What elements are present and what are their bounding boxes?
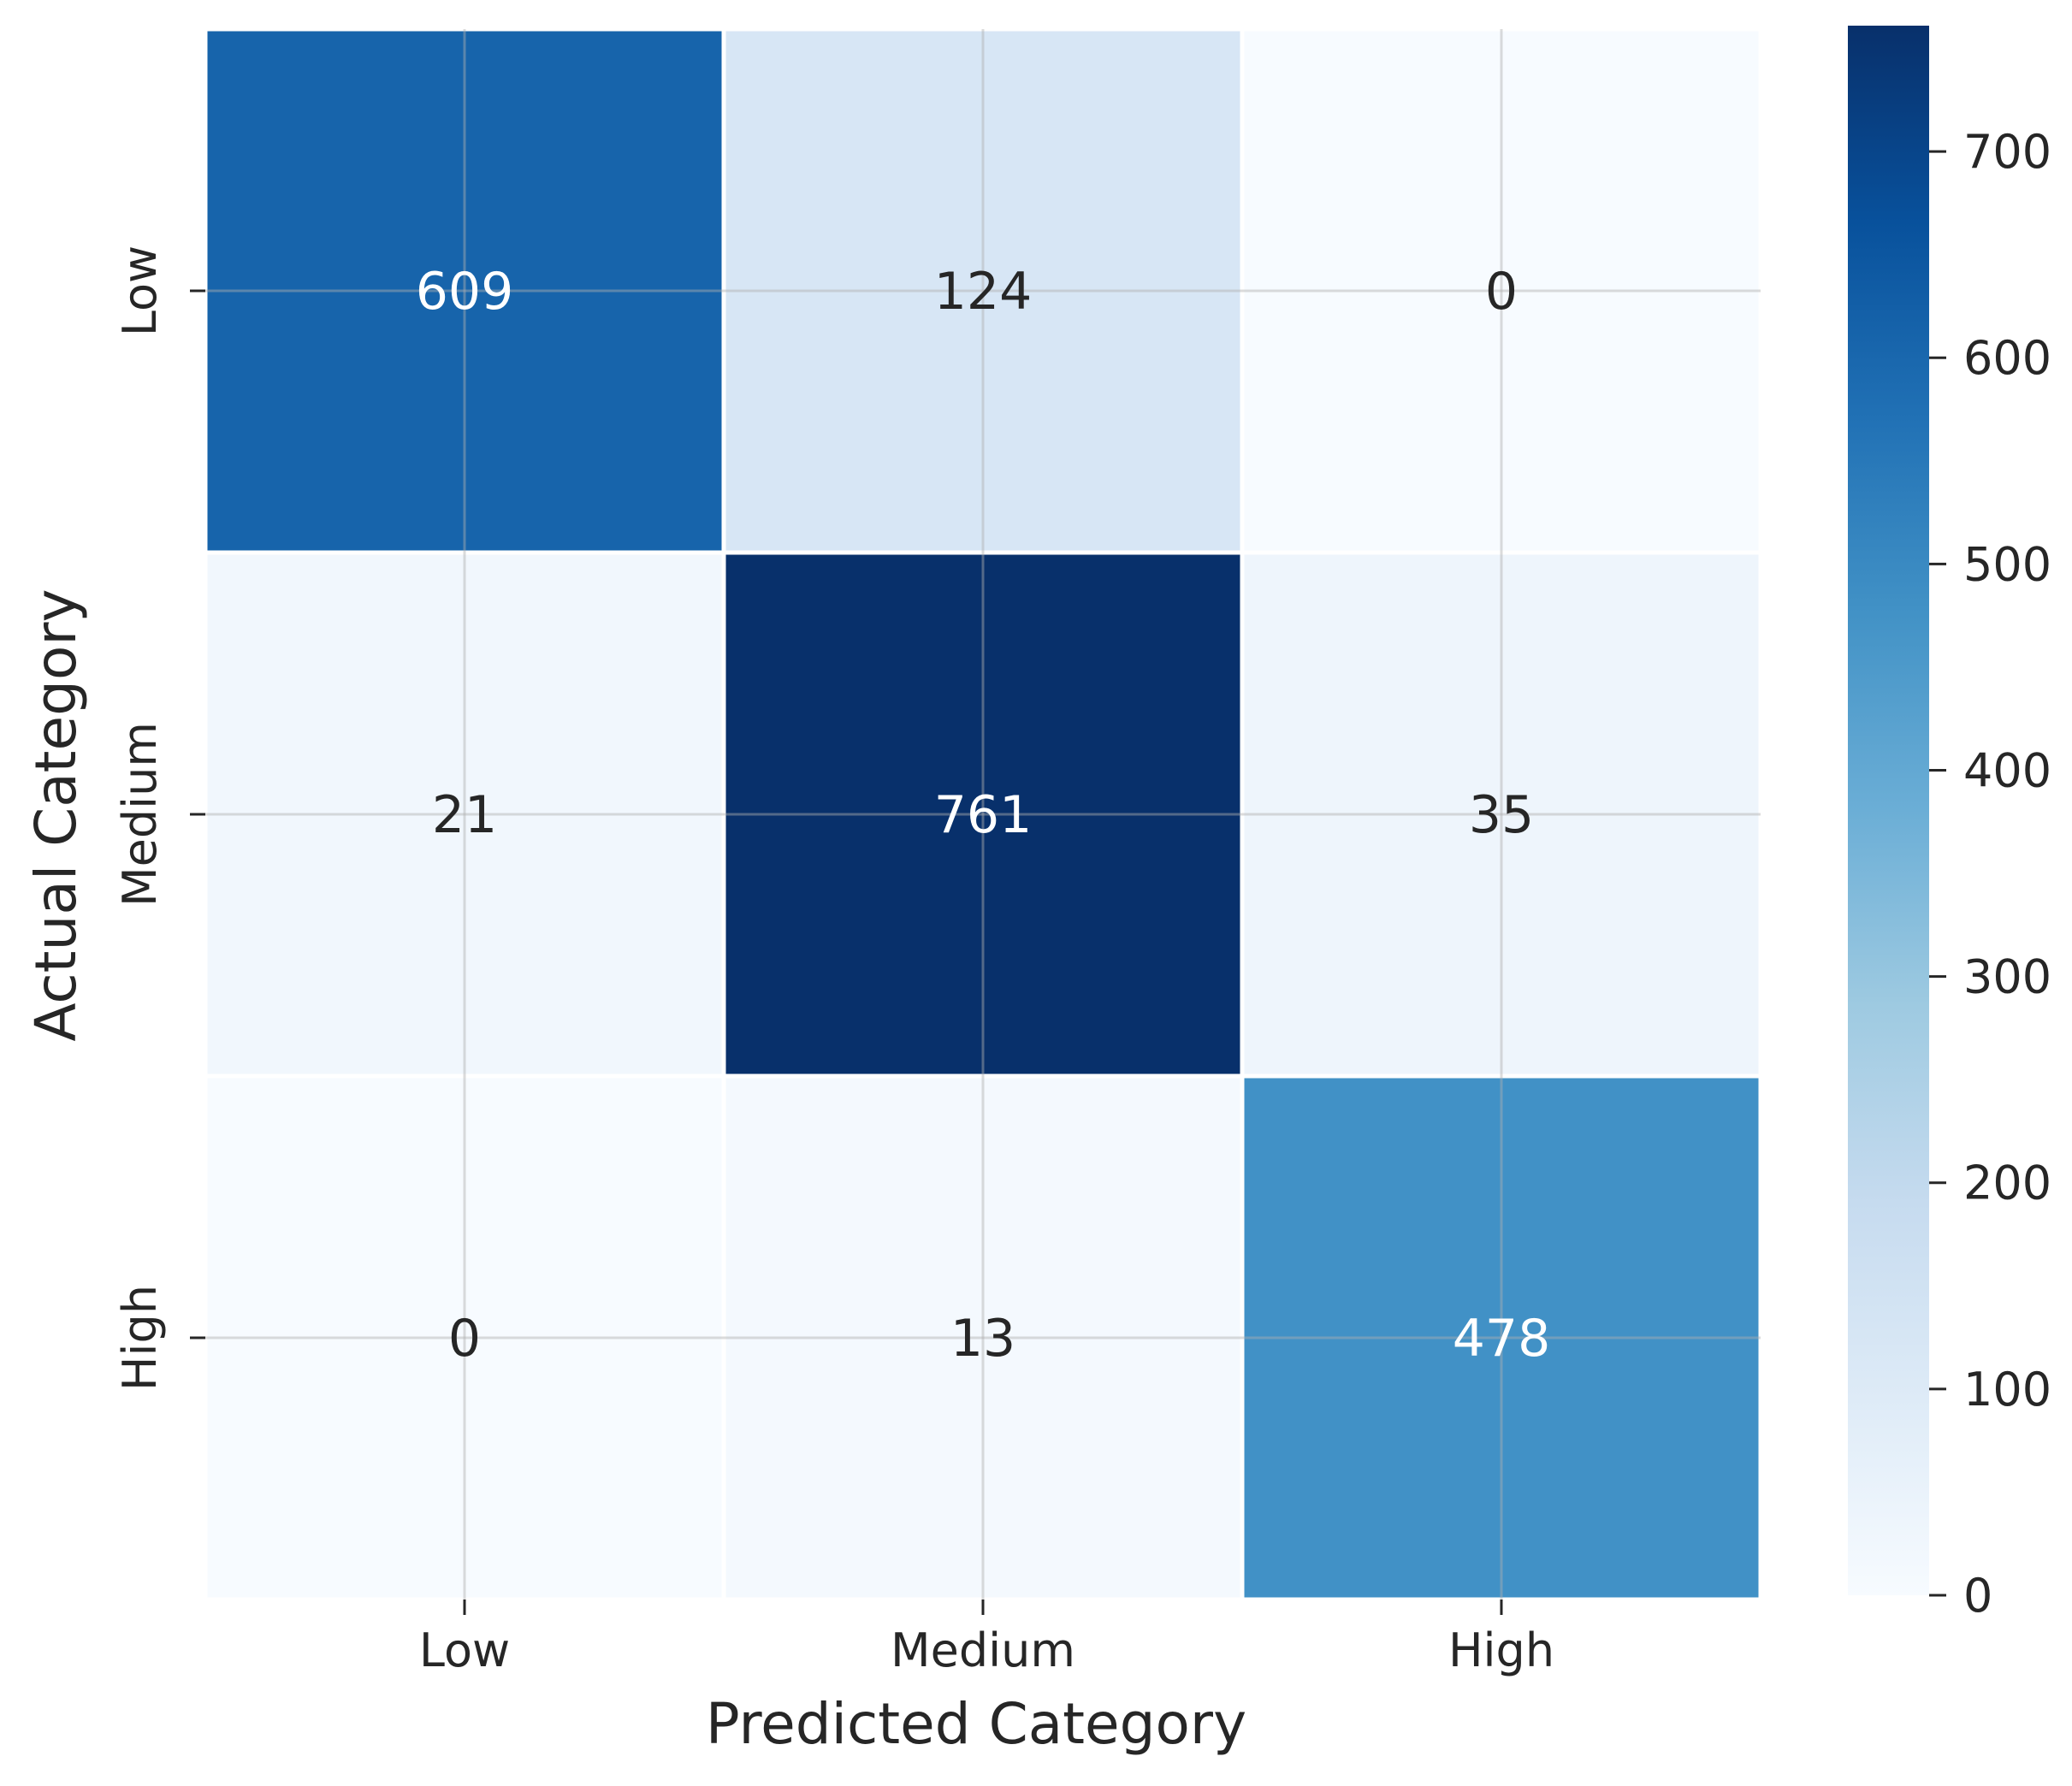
colorbar-tick-label: 300 — [1963, 950, 2051, 1004]
cell-value-label: 0 — [1485, 262, 1518, 322]
y-tick-label: Medium — [113, 722, 167, 907]
heatmap-cell — [721, 27, 1245, 555]
colorbar-tick-label: 0 — [1963, 1569, 1992, 1623]
heatmap-cell — [1240, 27, 1763, 555]
cell-value-labels: 609 124 0 21 761 35 0 13 478 — [416, 262, 1551, 1369]
colorbar — [1848, 26, 1929, 1595]
heatmap-cells — [203, 27, 1763, 1602]
colorbar-ticks: 0 100 200 300 400 500 600 700 — [1929, 125, 2051, 1623]
y-axis-ticks: Low Medium High — [113, 245, 205, 1391]
cell-value-label: 761 — [934, 785, 1033, 845]
cell-value-label: 13 — [950, 1309, 1015, 1369]
y-axis-title: Actual Category — [23, 588, 89, 1041]
heatmap-cell — [1240, 550, 1763, 1079]
cell-value-label: 124 — [934, 262, 1033, 322]
colorbar-tick-label: 600 — [1963, 331, 2051, 385]
colorbar-tick-label: 500 — [1963, 537, 2051, 591]
cell-value-label: 609 — [416, 262, 514, 322]
colorbar-tick-label: 200 — [1963, 1156, 2051, 1210]
cell-value-label: 21 — [432, 785, 497, 845]
y-tick-label: Low — [113, 245, 167, 336]
x-tick-label: High — [1448, 1623, 1554, 1677]
x-axis-ticks: Low Medium High — [419, 1600, 1554, 1677]
colorbar-tick-label: 700 — [1963, 125, 2051, 179]
cell-value-label: 0 — [448, 1309, 481, 1369]
colorbar-tick-label: 400 — [1963, 743, 2051, 797]
x-tick-label: Medium — [891, 1623, 1075, 1677]
colorbar-tick-label: 100 — [1963, 1363, 2051, 1416]
grid-lines — [205, 29, 1761, 1600]
heatmap-cell — [203, 27, 726, 555]
heatmap-cell — [203, 550, 726, 1079]
y-tick-label: High — [113, 1285, 167, 1391]
cell-value-label: 35 — [1469, 785, 1534, 845]
x-axis-title: Predicted Category — [706, 1691, 1246, 1757]
heatmap-cell — [721, 1073, 1245, 1602]
heatmap-cell — [721, 550, 1245, 1079]
x-tick-label: Low — [419, 1623, 510, 1677]
cell-value-label: 478 — [1453, 1309, 1551, 1369]
